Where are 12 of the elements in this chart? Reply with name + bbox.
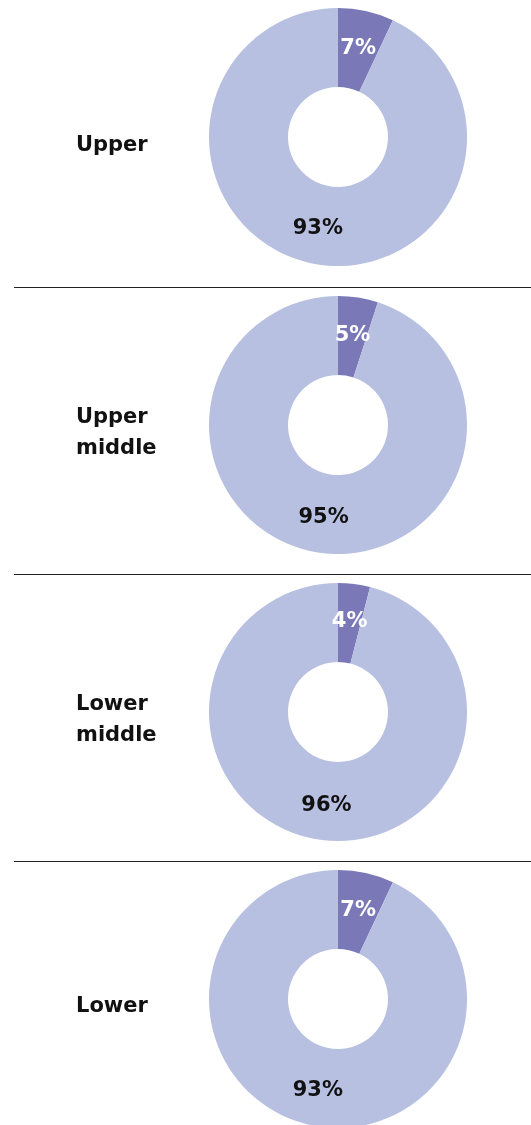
text: Upper middle bbox=[76, 403, 157, 459]
data-label: 7% bbox=[340, 34, 377, 59]
data-label: 93% bbox=[292, 215, 343, 240]
text: Lower bbox=[76, 993, 149, 1017]
data-label: 96% bbox=[301, 791, 352, 816]
text: Lower middle bbox=[76, 690, 157, 746]
data-label: 7% bbox=[340, 896, 377, 921]
data-label: 5% bbox=[334, 321, 371, 346]
data-label: 95% bbox=[298, 504, 349, 529]
data-label: 4% bbox=[331, 608, 368, 633]
text: Upper bbox=[76, 131, 149, 156]
data-label: 93% bbox=[292, 1077, 343, 1102]
